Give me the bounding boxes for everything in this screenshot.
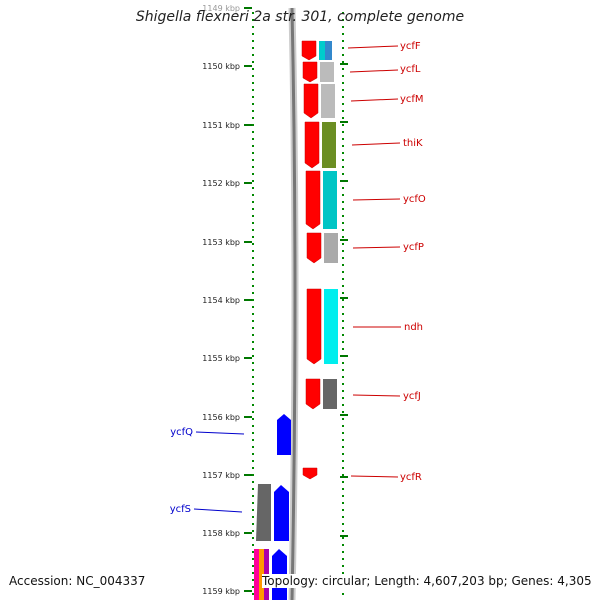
left-gene-labels: ycfQ ycfS bbox=[170, 427, 245, 515]
genome-title: Shigella flexneri 2a str. 301, complete … bbox=[135, 9, 465, 25]
feature-block bbox=[320, 62, 334, 82]
gene-label-ycfJ: ycfJ bbox=[403, 391, 421, 402]
topology-text: Topology: circular; Length: 4,607,203 bp… bbox=[262, 574, 592, 588]
gene-arrow bbox=[306, 288, 322, 365]
label-leader bbox=[349, 69, 399, 73]
gene-label-ycfQ: ycfQ bbox=[170, 427, 193, 438]
label-leader bbox=[352, 198, 401, 201]
feature-block bbox=[321, 84, 335, 118]
gene-label-ycfF: ycfF bbox=[400, 41, 421, 52]
feature-block bbox=[322, 122, 336, 168]
ruler-label: 1154 kbp bbox=[202, 296, 240, 305]
ruler-label: 1149 kbp bbox=[202, 4, 240, 13]
label-leader bbox=[352, 246, 401, 249]
label-leader bbox=[351, 142, 401, 146]
gene-label-ycfR: ycfR bbox=[400, 472, 422, 483]
gene-arrow bbox=[303, 83, 319, 119]
gene-label-thiK: thiK bbox=[403, 138, 423, 149]
label-leader bbox=[193, 508, 243, 513]
gene-label-ycfP: ycfP bbox=[403, 242, 424, 253]
gene-arrow bbox=[277, 414, 291, 455]
gene-arrow bbox=[302, 61, 318, 83]
ruler-label: 1159 kbp bbox=[202, 587, 240, 596]
right-gene-labels: ycfF ycfL ycfM thiK ycfO ycfP ndh ycfJ y… bbox=[347, 41, 426, 483]
genome-backbone-line bbox=[290, 7, 297, 600]
gene-label-ycfO: ycfO bbox=[403, 194, 426, 205]
gene-arrow bbox=[306, 232, 322, 264]
forward-genes bbox=[301, 40, 322, 480]
gene-arrow bbox=[304, 121, 320, 169]
feature-block bbox=[324, 289, 338, 364]
reverse-genes bbox=[254, 414, 291, 600]
ruler-label: 1156 kbp bbox=[202, 413, 240, 422]
ruler-label: 1155 kbp bbox=[202, 354, 240, 363]
gene-label-ycfS: ycfS bbox=[170, 504, 191, 515]
label-leader bbox=[347, 45, 399, 49]
label-leader bbox=[350, 475, 399, 478]
ruler-label: 1157 kbp bbox=[202, 471, 240, 480]
feature-block bbox=[319, 41, 325, 60]
gene-block bbox=[254, 549, 259, 600]
ruler-label: 1152 kbp bbox=[202, 179, 240, 188]
gene-arrow bbox=[274, 485, 289, 541]
ruler-label: 1150 kbp bbox=[202, 62, 240, 71]
gene-arrow bbox=[302, 467, 318, 480]
feature-block bbox=[323, 379, 337, 409]
label-leader bbox=[195, 431, 245, 435]
gene-label-ycfM: ycfM bbox=[400, 94, 424, 105]
feature-block bbox=[323, 171, 337, 229]
gene-label-ndh: ndh bbox=[404, 322, 423, 333]
feature-block bbox=[324, 233, 338, 263]
feature-blocks bbox=[319, 41, 338, 409]
gene-block bbox=[259, 549, 264, 600]
gene-block bbox=[256, 484, 271, 541]
ruler-label: 1153 kbp bbox=[202, 238, 240, 247]
feature-block bbox=[325, 41, 332, 60]
label-leader bbox=[352, 394, 401, 397]
gene-arrow bbox=[305, 378, 321, 410]
gene-arrow bbox=[301, 40, 317, 61]
ruler-ticks bbox=[244, 7, 348, 592]
gene-arrow bbox=[305, 170, 321, 230]
gene-label-ycfL: ycfL bbox=[400, 64, 421, 75]
ruler-labels: 1149 kbp 1150 kbp 1151 kbp 1152 kbp 1153… bbox=[202, 4, 240, 596]
label-leader bbox=[350, 98, 399, 102]
ruler-label: 1151 kbp bbox=[202, 121, 240, 130]
accession-text: Accession: NC_004337 bbox=[9, 574, 146, 588]
ruler-label: 1158 kbp bbox=[202, 529, 240, 538]
